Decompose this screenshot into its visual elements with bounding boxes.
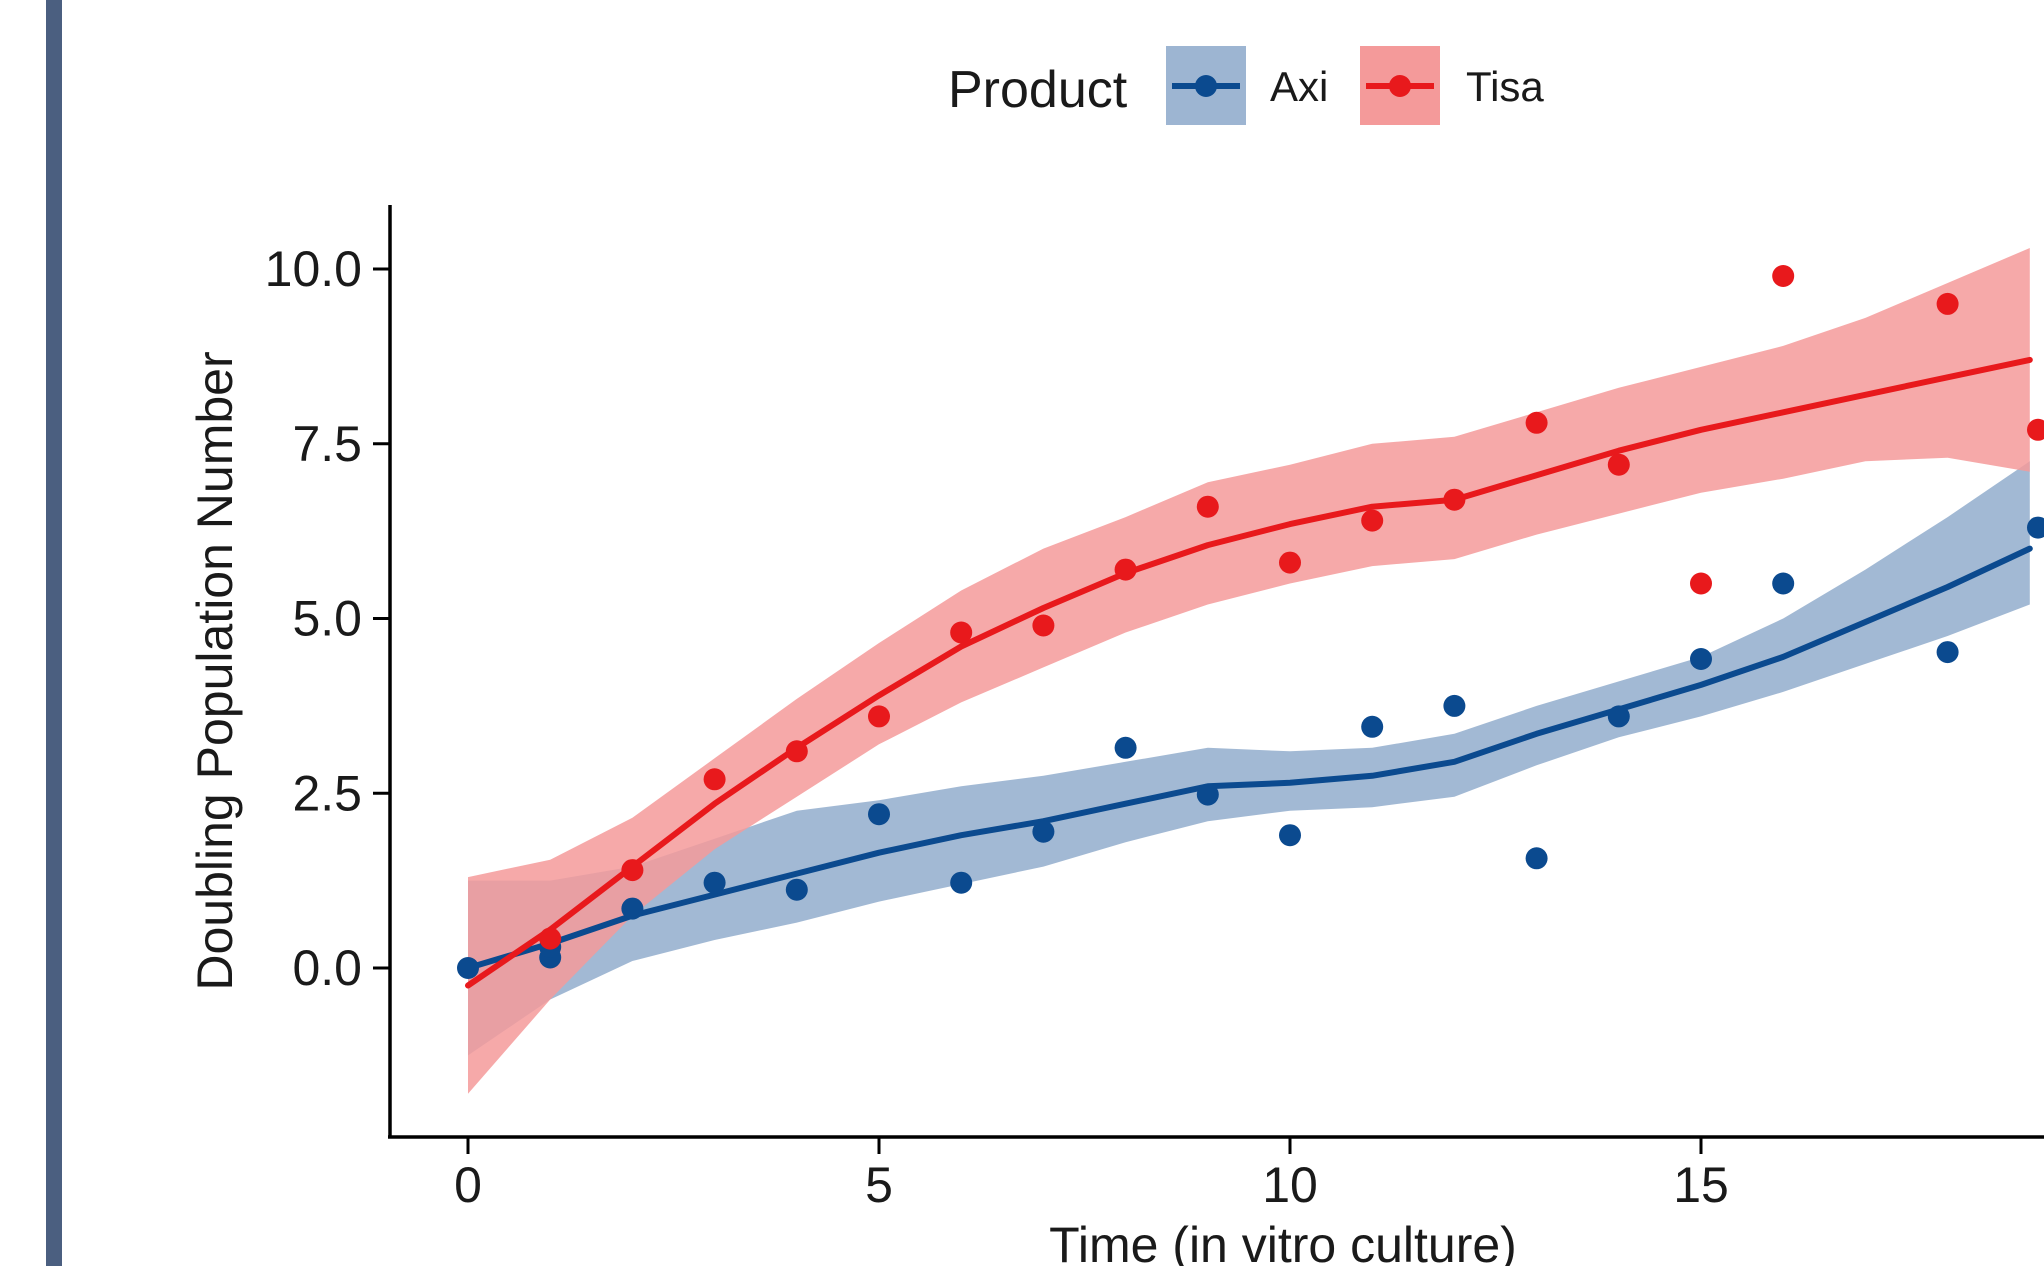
point-tisa [868, 705, 890, 728]
point-tisa [1114, 558, 1137, 581]
point-tisa [1196, 495, 1219, 518]
point-tisa [1525, 411, 1548, 434]
x-axis-ticks: 0 5 10 15 [454, 1137, 1729, 1213]
y-tick-label: 0.0 [292, 940, 362, 996]
x-tick-label: 0 [454, 1157, 482, 1213]
point-tisa [703, 768, 726, 791]
confidence-bands [468, 248, 2030, 1094]
point-axi [621, 897, 644, 920]
point-tisa [1690, 572, 1712, 595]
fit-lines [465, 356, 2033, 989]
band-axi [468, 461, 2030, 1056]
point-axi [703, 871, 726, 894]
band-tisa [468, 248, 2030, 1094]
point-axi [1361, 715, 1384, 738]
y-axis-title: Doubling Population Number [187, 351, 243, 990]
legend-item-tisa: Tisa [1360, 46, 1544, 125]
point-tisa [2027, 418, 2044, 441]
y-tick-label: 2.5 [292, 765, 362, 821]
point-tisa [785, 740, 808, 763]
point-axi [1032, 820, 1055, 843]
point-tisa [539, 927, 562, 950]
point-tisa [1361, 509, 1384, 532]
point-tisa [1032, 614, 1055, 637]
point-tisa [950, 621, 973, 644]
legend-item-axi: Axi [1166, 46, 1328, 125]
point-tisa [1772, 265, 1795, 287]
point-axi [785, 878, 808, 901]
legend: Product Axi Tisa [948, 46, 1544, 125]
y-tick-label: 5.0 [292, 591, 362, 647]
legend-label: Axi [1270, 63, 1328, 110]
point-tisa [1443, 488, 1466, 511]
point-tisa [621, 859, 644, 882]
point-axi [457, 957, 479, 979]
point-axi [1196, 783, 1219, 806]
left-accent-bar [46, 0, 62, 1266]
point-tisa [1936, 292, 1959, 315]
legend-label: Tisa [1466, 63, 1544, 110]
legend-title: Product [948, 61, 1128, 119]
point-tisa [1279, 551, 1301, 574]
x-tick-label: 5 [865, 1157, 893, 1213]
y-tick-label: 7.5 [292, 416, 362, 472]
fit-line-tisa [465, 356, 2033, 989]
point-tisa [1607, 453, 1630, 476]
fit-line-axi [465, 545, 2033, 971]
y-tick-label: 10.0 [265, 241, 362, 297]
y-axis-ticks: 0.0 2.5 5.0 7.5 10.0 [265, 241, 390, 996]
x-tick-label: 15 [1673, 1157, 1729, 1213]
legend-key-point [1389, 75, 1411, 97]
x-axis-title: Time (in vitro culture) [1049, 1217, 1517, 1266]
point-axi [1690, 648, 1712, 670]
point-axi [1279, 824, 1301, 847]
point-axi [868, 803, 890, 826]
legend-key-point [1195, 75, 1217, 97]
point-axi [1525, 847, 1548, 870]
point-axi [1772, 572, 1795, 595]
x-tick-label: 10 [1262, 1157, 1318, 1213]
point-axi [950, 871, 973, 894]
point-axi [1114, 736, 1137, 759]
data-points [457, 265, 2044, 979]
point-axi [1936, 641, 1959, 664]
point-axi [1607, 705, 1630, 728]
point-axi [2027, 516, 2044, 539]
point-axi [1443, 694, 1466, 717]
